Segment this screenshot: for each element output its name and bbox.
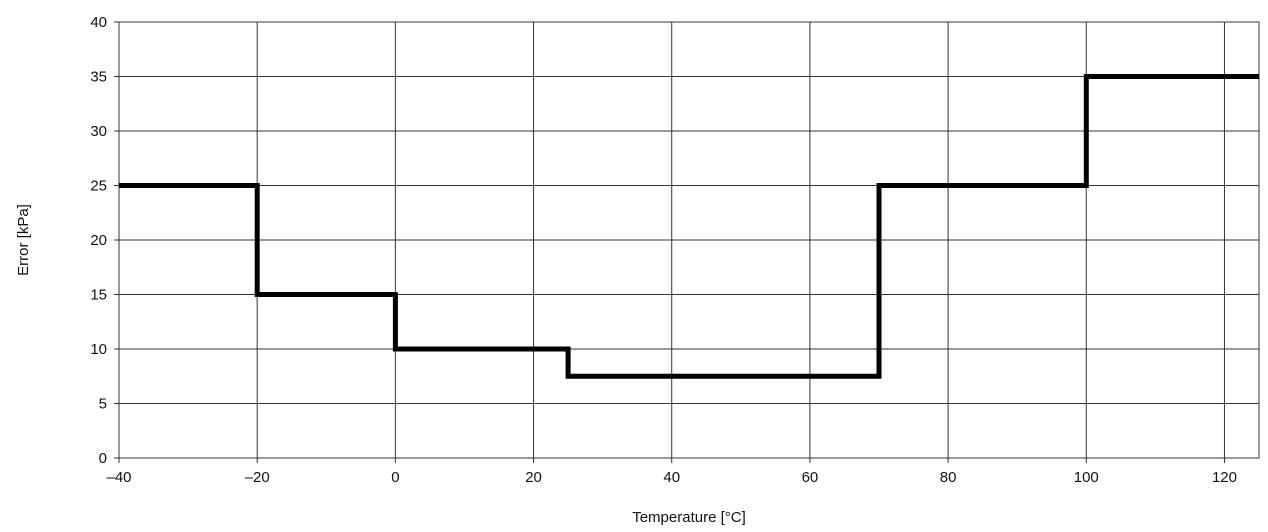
y-tick-label: 20: [90, 232, 107, 249]
x-tick-label: 20: [525, 469, 542, 486]
y-tick-label: 30: [90, 123, 107, 140]
x-tick-label: –40: [106, 469, 131, 486]
series-group: [119, 74, 1259, 379]
y-tick-label: 15: [90, 287, 107, 304]
x-axis-title: Temperature [°C]: [632, 509, 746, 526]
x-axis-ticks: –40 –20 0 20 40 60 80 100 120: [106, 458, 1237, 486]
x-tick-label: 100: [1074, 469, 1099, 486]
y-tick-label: 40: [90, 14, 107, 31]
y-tick-label: 5: [99, 396, 107, 413]
x-tick-label: 60: [802, 469, 819, 486]
y-axis-title: Error [kPa]: [15, 204, 32, 276]
x-tick-label: 40: [663, 469, 680, 486]
error-step-line: [119, 74, 1259, 379]
x-tick-label: 80: [940, 469, 957, 486]
x-tick-label: 120: [1212, 469, 1237, 486]
y-axis-ticks: 0 5 10 15 20 25 30 35 40: [90, 14, 119, 467]
y-tick-label: 35: [90, 69, 107, 86]
x-tick-label: –20: [245, 469, 270, 486]
y-tick-label: 25: [90, 178, 107, 195]
y-tick-label: 0: [99, 450, 107, 467]
x-tick-label: 0: [391, 469, 399, 486]
y-tick-label: 10: [90, 341, 107, 358]
